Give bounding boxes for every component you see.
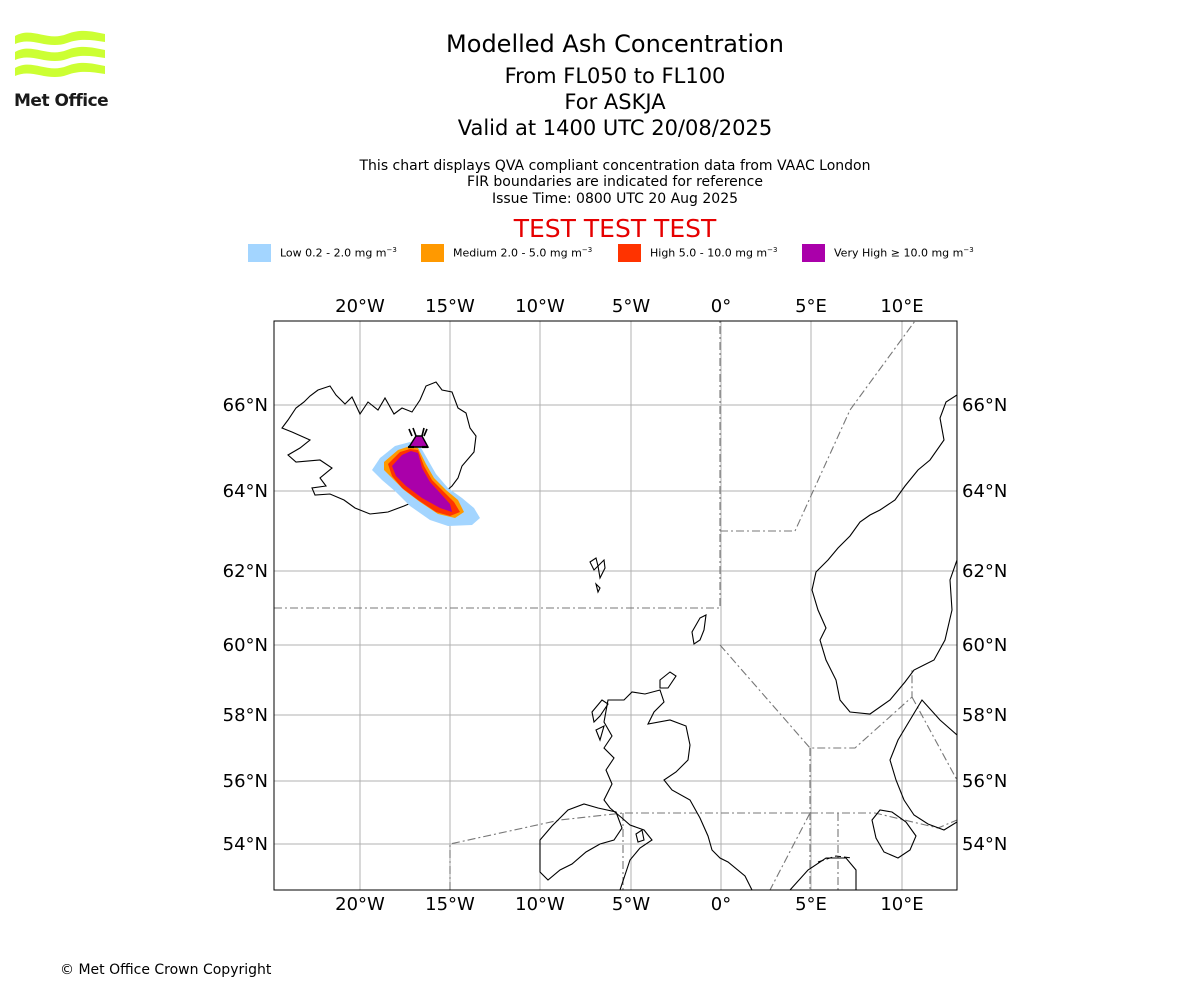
lon-label-top: 10°E	[880, 296, 923, 317]
lon-label-top: 20°W	[335, 296, 385, 317]
lat-label-left: 62°N	[223, 561, 268, 582]
fir-boundaries	[274, 321, 957, 890]
legend-label-very-high: Very High ≥ 10.0 mg m−3	[834, 246, 974, 260]
legend-label-medium: Medium 2.0 - 5.0 mg m−3	[453, 246, 593, 260]
legend-swatch-high	[618, 244, 641, 262]
lat-label-right: 60°N	[962, 635, 1007, 656]
lon-label-top: 15°W	[425, 296, 475, 317]
legend-swatch-low	[248, 244, 271, 262]
lat-label-right: 54°N	[962, 834, 1007, 855]
lon-label-top: 5°W	[612, 296, 650, 317]
info-line-1: This chart displays QVA compliant concen…	[359, 158, 871, 174]
copyright: © Met Office Crown Copyright	[60, 962, 272, 978]
volcano-icon	[407, 427, 430, 449]
test-banner: TEST TEST TEST	[513, 214, 717, 243]
lon-label-bottom: 5°E	[795, 894, 827, 915]
lat-label-left: 66°N	[223, 395, 268, 416]
lon-label-bottom: 15°W	[425, 894, 475, 915]
graticule	[274, 321, 957, 890]
lon-label-bottom: 10°W	[515, 894, 565, 915]
chart-title: Modelled Ash Concentration	[446, 30, 784, 58]
info-line-2: FIR boundaries are indicated for referen…	[467, 174, 763, 190]
lon-label-bottom: 0°	[711, 894, 731, 915]
met-office-logo	[15, 30, 105, 78]
lat-label-left: 64°N	[223, 481, 268, 502]
lat-label-left: 60°N	[223, 635, 268, 656]
logo-text: Met Office	[14, 91, 109, 111]
legend-label-high: High 5.0 - 10.0 mg m−3	[650, 246, 778, 260]
lon-label-bottom: 20°W	[335, 894, 385, 915]
lat-label-left: 54°N	[223, 834, 268, 855]
lat-label-right: 56°N	[962, 771, 1007, 792]
volcano-name: For ASKJA	[564, 90, 666, 114]
lon-label-top: 0°	[711, 296, 731, 317]
valid-time: Valid at 1400 UTC 20/08/2025	[457, 116, 773, 140]
legend-label-low: Low 0.2 - 2.0 mg m−3	[280, 246, 397, 260]
map-frame	[273, 320, 958, 891]
lat-label-left: 58°N	[223, 705, 268, 726]
legend-swatch-medium	[421, 244, 444, 262]
issue-time: Issue Time: 0800 UTC 20 Aug 2025	[491, 191, 739, 207]
legend-swatch-very-high	[802, 244, 825, 262]
lon-label-top: 5°E	[795, 296, 827, 317]
lon-label-top: 10°W	[515, 296, 565, 317]
lat-label-right: 62°N	[962, 561, 1007, 582]
lon-label-bottom: 5°W	[612, 894, 650, 915]
lat-label-right: 66°N	[962, 395, 1007, 416]
lat-label-right: 58°N	[962, 705, 1007, 726]
coastlines	[281, 381, 957, 890]
lat-label-right: 64°N	[962, 481, 1007, 502]
flight-levels: From FL050 to FL100	[504, 64, 726, 88]
ash-cloud	[372, 442, 480, 526]
lon-label-bottom: 10°E	[880, 894, 923, 915]
ash-very-high	[392, 451, 452, 512]
lat-label-left: 56°N	[223, 771, 268, 792]
